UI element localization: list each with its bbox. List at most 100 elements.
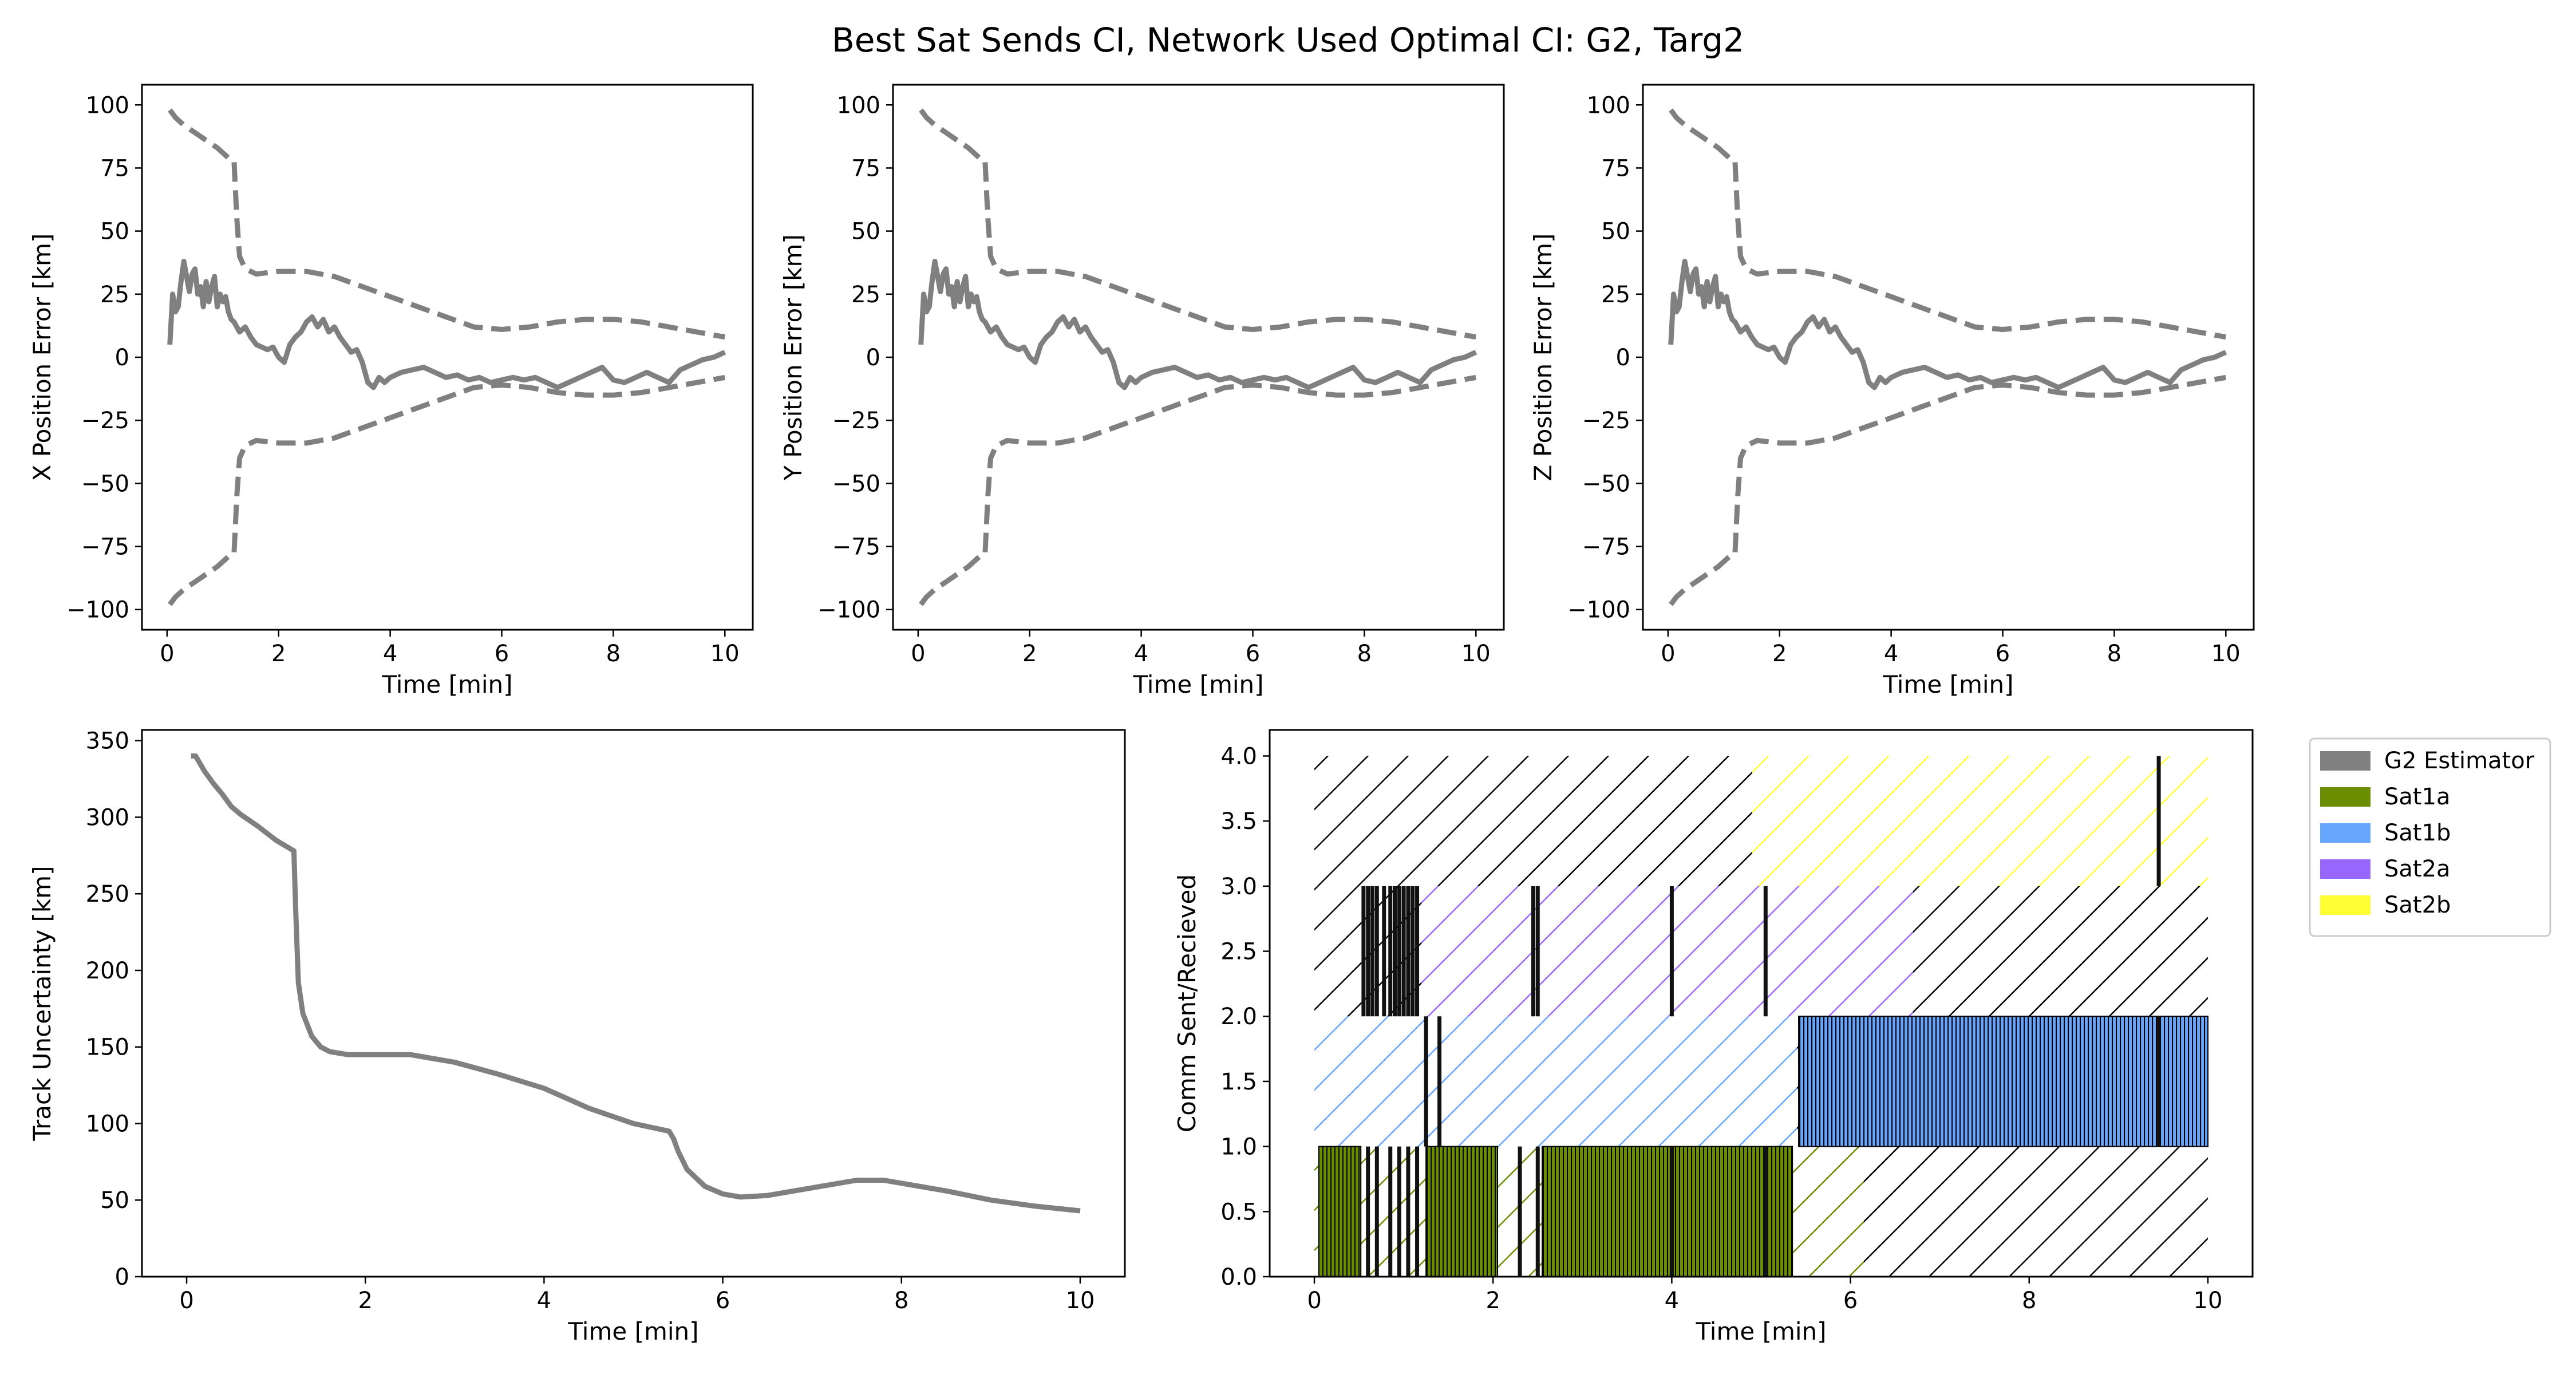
legend-label-sat1b: Sat1b (2384, 820, 2451, 846)
y-tick-label: −25 (1582, 408, 1630, 434)
plot-area (918, 108, 1477, 606)
y-tick-label: 1.0 (1220, 1134, 1257, 1160)
y-tick-label: −100 (66, 597, 129, 623)
x-tick-label: 6 (1246, 641, 1260, 667)
y-tick-label: 0.0 (1220, 1264, 1257, 1290)
x-tick-label: 8 (1357, 641, 1372, 667)
x-tick-label: 8 (2022, 1288, 2036, 1314)
error-line-0 (191, 753, 1081, 1214)
y-tick-label: −25 (81, 408, 129, 434)
x-tick-label: 4 (537, 1288, 551, 1314)
legend-swatch-g2-estimator (2320, 751, 2370, 771)
y-tick-label: −100 (1567, 597, 1630, 623)
x-tick-label: 6 (716, 1288, 730, 1314)
y-tick-label: 100 (86, 92, 129, 119)
x-tick-label: 2 (1486, 1288, 1500, 1314)
plot-area (167, 108, 726, 606)
band-0-segment-1 (1796, 1146, 1864, 1277)
y-tick-label: −50 (1582, 471, 1630, 497)
y-tick-label: 3.5 (1220, 808, 1257, 835)
bound-line-2 (919, 374, 1477, 606)
y-tick-label: 75 (851, 155, 880, 181)
error-line-0 (1668, 259, 2227, 390)
bound-line-1 (919, 108, 1477, 340)
x-axis-label: Time [min] (381, 670, 512, 698)
y-axis-label: Z Position Error [km] (1529, 234, 1557, 481)
y-tick-label: −75 (1582, 534, 1630, 560)
y-tick-label: 100 (1587, 92, 1630, 119)
legend: G2 Estimator Sat1a Sat1b Sat2a Sat2b (2309, 737, 2551, 937)
x-axis-label: Time [min] (1882, 670, 2013, 698)
x-tick-label: 2 (358, 1288, 373, 1314)
y-position-error-panel: 0 2 4 6 8 10 100 75 50 25 0 −25 −50 −75 −100 Time [min]… (779, 84, 1505, 698)
x-position-error-panel: 0 2 4 6 8 10 100 75 50 25 0 −25 −50 −75 −100 Time [min]… (28, 84, 754, 698)
bound-line-2 (168, 374, 726, 606)
legend-swatch-sat1a (2320, 787, 2370, 807)
y-tick-label: 50 (100, 219, 129, 245)
x-tick-label: 8 (2107, 641, 2121, 667)
y-tick-label: 100 (86, 1111, 129, 1137)
y-tick-label: −75 (832, 534, 880, 560)
x-tick-label: 0 (160, 641, 174, 667)
legend-label-g2-estimator: G2 Estimator (2384, 748, 2535, 774)
plot-area (1314, 756, 2208, 1277)
x-tick-label: 10 (1461, 641, 1491, 667)
bound-line-1 (1669, 108, 2227, 340)
y-tick-label: 2.0 (1220, 1004, 1257, 1030)
y-tick-label: −50 (81, 471, 129, 497)
y-tick-label: 250 (86, 881, 129, 907)
x-tick-label: 0 (1307, 1288, 1321, 1314)
x-tick-label: 6 (1843, 1288, 1858, 1314)
plot-area (1668, 108, 2227, 606)
x-tick-label: 8 (894, 1288, 908, 1314)
band-2-segment-1 (1421, 886, 1913, 1017)
y-tick-label: 1.5 (1220, 1069, 1257, 1095)
y-tick-label: −75 (81, 534, 129, 560)
legend-label-sat1a: Sat1a (2384, 784, 2451, 810)
y-axis-label: X Position Error [km] (28, 234, 56, 481)
y-tick-label: 350 (86, 728, 129, 755)
y-tick-label: 2.5 (1220, 939, 1257, 965)
band-2-segment-2 (1913, 886, 2208, 1017)
y-tick-label: 0 (1616, 345, 1630, 371)
x-tick-label: 10 (1066, 1288, 1095, 1314)
x-tick-label: 0 (179, 1288, 193, 1314)
y-tick-label: 200 (86, 958, 129, 984)
x-tick-label: 6 (495, 641, 509, 667)
y-tick-label: 75 (100, 155, 129, 181)
band-3-segment-0 (1314, 756, 1752, 886)
error-line-0 (167, 259, 726, 390)
y-tick-label: 4.0 (1220, 743, 1257, 769)
legend-swatch-sat2a (2320, 859, 2370, 879)
comm-block-2 (1542, 1146, 1793, 1277)
x-tick-label: 8 (606, 641, 621, 667)
y-tick-label: 50 (851, 219, 880, 245)
z-position-error-panel: 0 2 4 6 8 10 100 75 50 25 0 −25 −50 −75 −100 Time [min]… (1529, 84, 2255, 698)
y-tick-label: 0 (115, 1264, 129, 1290)
x-axis-label: Time [min] (1695, 1317, 1826, 1345)
bound-line-1 (168, 108, 726, 340)
y-tick-label: 100 (837, 92, 880, 119)
y-tick-label: 0.5 (1220, 1199, 1257, 1225)
comm-sent-received-panel: 0 2 4 6 8 10 0.0 0.5 1.0 1.5 2.0 2.5 3.0 3.5 4.0 Time [… (1173, 729, 2254, 1345)
x-tick-label: 4 (383, 641, 397, 667)
y-axis-label: Track Uncertainty [km] (28, 866, 56, 1142)
legend-label-sat2b: Sat2b (2384, 892, 2451, 918)
axes-frame (141, 729, 1126, 1278)
y-tick-label: 0 (866, 345, 880, 371)
figure-title: Best Sat Sends CI, Network Used Optimal … (832, 21, 1744, 60)
y-tick-label: −100 (817, 597, 880, 623)
y-tick-label: 0 (115, 345, 129, 371)
comm-block-0 (1318, 1146, 1362, 1277)
y-tick-label: −25 (832, 408, 880, 434)
y-tick-label: 25 (851, 282, 880, 308)
band-1-segment-0 (1314, 1016, 1797, 1147)
legend-swatch-sat1b (2320, 823, 2370, 843)
x-tick-label: 4 (1665, 1288, 1679, 1314)
y-tick-label: −50 (832, 471, 880, 497)
x-tick-label: 0 (1661, 641, 1675, 667)
x-axis-label: Time [min] (567, 1317, 698, 1345)
y-tick-label: 75 (1601, 155, 1630, 181)
x-tick-label: 0 (911, 641, 925, 667)
